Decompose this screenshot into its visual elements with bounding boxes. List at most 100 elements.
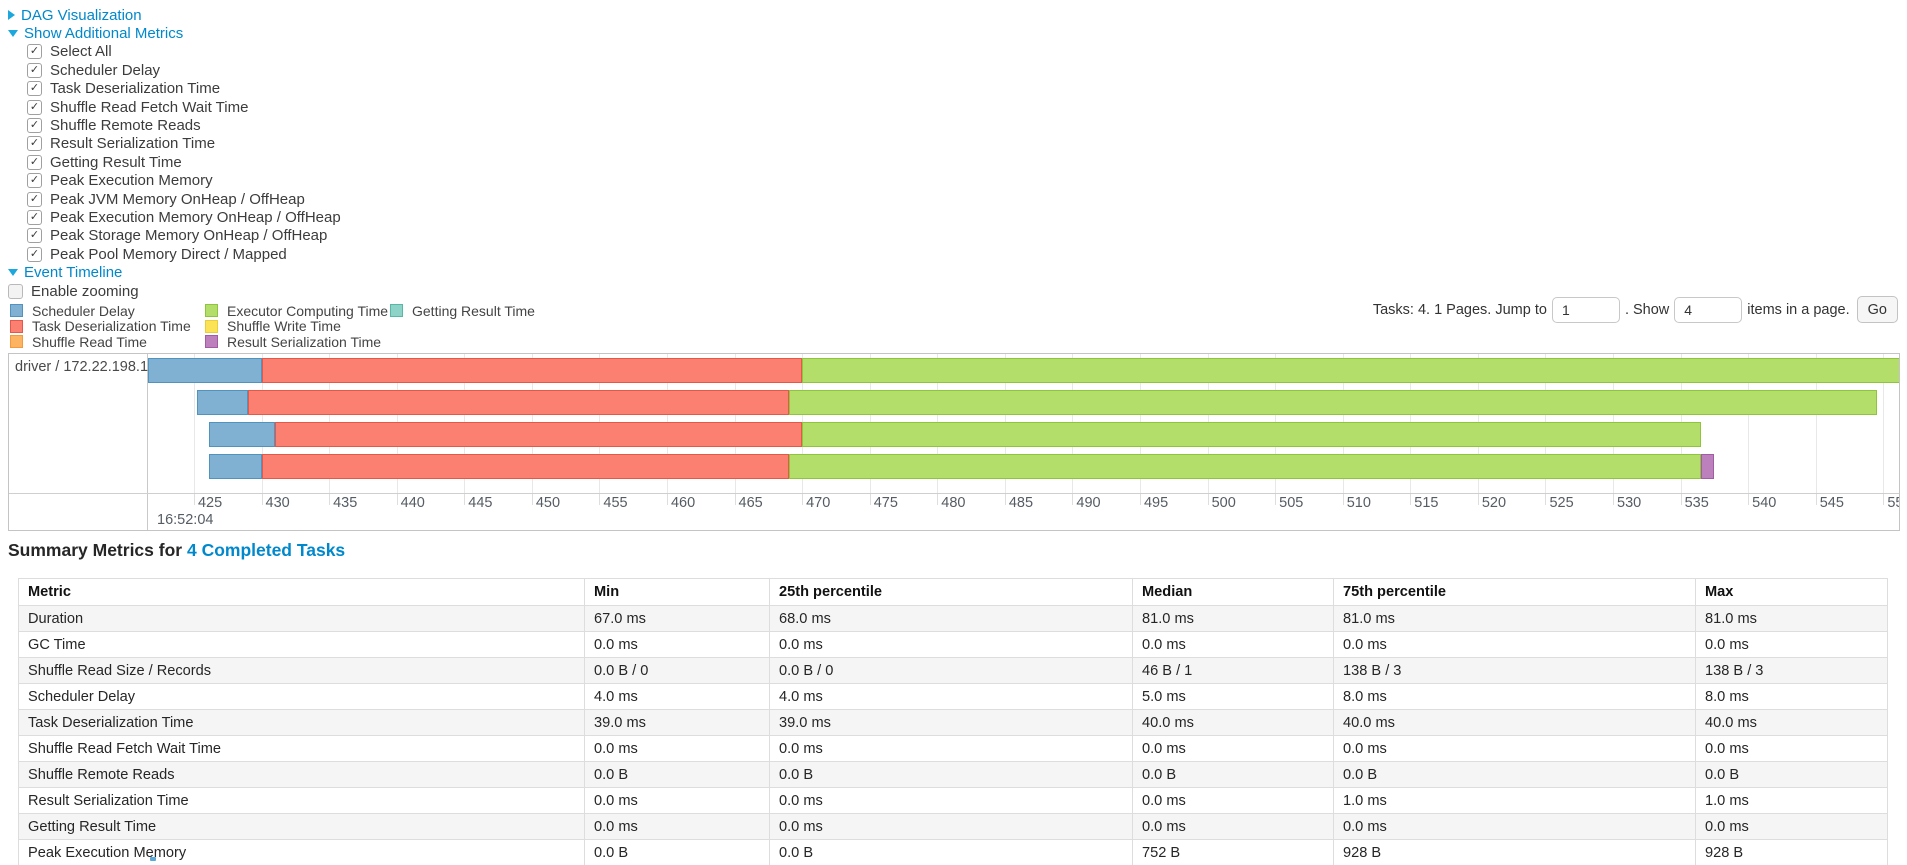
- metric-value-cell: 0.0 B / 0: [584, 657, 770, 684]
- checkbox-checked-icon[interactable]: ✓: [27, 228, 42, 244]
- jump-to-page-input[interactable]: [1551, 296, 1620, 323]
- metric-value-cell: 8.0 ms: [1695, 683, 1888, 710]
- executor-computing-bar[interactable]: [788, 390, 1877, 415]
- event-timeline-toggle[interactable]: Event Timeline: [8, 263, 341, 281]
- checkbox-checked-icon[interactable]: ✓: [27, 154, 42, 170]
- metric-value-cell: 46 B / 1: [1132, 657, 1334, 684]
- legend-item: Scheduler Delay: [10, 303, 205, 319]
- checkbox-checked-icon[interactable]: ✓: [27, 173, 42, 189]
- metric-checkbox-row[interactable]: ✓ Peak Execution Memory OnHeap / OffHeap: [8, 208, 341, 226]
- table-header-cell: 25th percentile: [769, 578, 1133, 606]
- axis-tick-label: 475: [873, 495, 898, 511]
- metric-checkbox-label: Peak Execution Memory OnHeap / OffHeap: [50, 208, 341, 226]
- metric-checkbox-label: Peak Execution Memory: [50, 172, 213, 190]
- show-additional-metrics-toggle[interactable]: Show Additional Metrics: [8, 24, 341, 42]
- metric-checkbox-row[interactable]: ✓ Peak Pool Memory Direct / Mapped: [8, 245, 341, 263]
- legend-label: Scheduler Delay: [32, 302, 135, 319]
- metric-value-cell: 40.0 ms: [1132, 709, 1334, 736]
- axis-tick: [869, 493, 871, 505]
- metric-checkbox-row[interactable]: ✓ Getting Result Time: [8, 153, 341, 171]
- scheduler-delay-bar[interactable]: [208, 422, 276, 447]
- axis-tick: [599, 493, 601, 505]
- table-row: Duration 67.0 ms 68.0 ms 81.0 ms 81.0 ms 81.0…: [18, 605, 1888, 632]
- axis-tick: [1613, 493, 1615, 505]
- metric-checkbox-row[interactable]: ✓ Peak Storage Memory OnHeap / OffHeap: [8, 227, 341, 245]
- metric-name-cell: Peak Execution Memory: [18, 839, 585, 865]
- task-timeline-row: [148, 454, 1899, 479]
- task-timeline-row: [148, 358, 1899, 383]
- table-row: Shuffle Read Fetch Wait Time 0.0 ms 0.0 ms…: [18, 735, 1888, 762]
- metric-checkbox-row[interactable]: ✓ Peak Execution Memory: [8, 172, 341, 190]
- metric-value-cell: 0.0 ms: [769, 813, 1133, 840]
- task-deserialization-bar[interactable]: [261, 358, 803, 383]
- scheduler-delay-bar[interactable]: [148, 358, 262, 383]
- task-deserialization-bar[interactable]: [275, 422, 803, 447]
- scheduler-delay-bar[interactable]: [208, 454, 262, 479]
- scheduler-delay-swatch-icon: [10, 304, 23, 318]
- axis-tick: [531, 493, 533, 505]
- getting-result-swatch-icon: [390, 304, 403, 318]
- checkbox-checked-icon[interactable]: ✓: [27, 136, 42, 152]
- metric-checkbox-label: Shuffle Read Fetch Wait Time: [50, 98, 249, 116]
- axis-gridline: [1883, 354, 1885, 493]
- checkbox-checked-icon[interactable]: ✓: [27, 191, 42, 207]
- executor-computing-bar[interactable]: [802, 422, 1701, 447]
- metric-checkbox-row[interactable]: ✓ Shuffle Remote Reads: [8, 116, 341, 134]
- items-per-page-input[interactable]: [1674, 296, 1743, 323]
- checkbox-checked-icon[interactable]: ✓: [27, 62, 42, 78]
- timeline-group-column: driver / 172.22.198.104: [9, 354, 164, 530]
- metric-checkbox-row[interactable]: ✓ Scheduler Delay: [8, 61, 341, 79]
- metric-checkbox-row[interactable]: ✓ Peak JVM Memory OnHeap / OffHeap: [8, 190, 341, 208]
- checkbox-checked-icon[interactable]: ✓: [27, 44, 42, 60]
- axis-tick-label: 470: [806, 495, 831, 511]
- metric-checkbox-label: Peak JVM Memory OnHeap / OffHeap: [50, 190, 305, 208]
- metric-checkbox-label: Scheduler Delay: [50, 61, 161, 79]
- metric-checkbox-row[interactable]: ✓ Result Serialization Time: [8, 135, 341, 153]
- go-button[interactable]: Go: [1856, 296, 1898, 323]
- metric-checkbox-row[interactable]: ✓ Select All: [8, 43, 341, 61]
- axis-tick-label: 545: [1819, 495, 1844, 511]
- metric-value-cell: 0.0 B: [584, 761, 770, 788]
- task-deserialization-bar[interactable]: [248, 390, 789, 415]
- axis-tick-label: 455: [603, 495, 628, 511]
- dag-visualization-link[interactable]: DAG Visualization: [21, 6, 142, 24]
- table-header-cell: Median: [1132, 578, 1334, 606]
- axis-tick-label: 480: [941, 495, 966, 511]
- checkbox-checked-icon[interactable]: ✓: [27, 246, 42, 262]
- enable-zooming-checkbox-row[interactable]: Enable zooming: [8, 282, 341, 300]
- stage-controls: DAG Visualization Show Additional Metric…: [8, 6, 341, 300]
- executor-computing-bar[interactable]: [802, 358, 1899, 383]
- legend-item: Executor Computing Time: [205, 303, 390, 319]
- metric-checkbox-row[interactable]: ✓ Shuffle Read Fetch Wait Time: [8, 98, 341, 116]
- result-serialization-bar[interactable]: [1700, 454, 1715, 479]
- executor-computing-bar[interactable]: [788, 454, 1701, 479]
- event-timeline-link[interactable]: Event Timeline: [24, 264, 123, 282]
- metric-name-cell: Task Deserialization Time: [18, 709, 585, 736]
- axis-tick: [1275, 493, 1277, 505]
- metric-checkbox-label: Select All: [50, 43, 112, 61]
- checkbox-checked-icon[interactable]: ✓: [27, 118, 42, 134]
- metric-value-cell: 0.0 ms: [1333, 735, 1696, 762]
- metric-value-cell: 5.0 ms: [1132, 683, 1334, 710]
- dag-visualization-toggle[interactable]: DAG Visualization: [8, 6, 341, 24]
- axis-tick-label: 500: [1211, 495, 1236, 511]
- checkbox-checked-icon[interactable]: ✓: [27, 81, 42, 97]
- task-deserialization-swatch-icon: [10, 319, 23, 333]
- checkbox-checked-icon[interactable]: ✓: [27, 99, 42, 115]
- metric-value-cell: 0.0 B: [769, 839, 1133, 865]
- metric-value-cell: 0.0 ms: [769, 787, 1133, 814]
- task-deserialization-bar[interactable]: [261, 454, 789, 479]
- table-header-cell: Max: [1695, 578, 1888, 606]
- metric-checkbox-row[interactable]: ✓ Task Deserialization Time: [8, 80, 341, 98]
- checkbox-unchecked-icon[interactable]: [8, 283, 23, 299]
- scheduler-delay-bar[interactable]: [196, 390, 248, 415]
- metric-value-cell: 0.0 ms: [1333, 631, 1696, 658]
- axis-tick: [1139, 493, 1141, 505]
- completed-tasks-link[interactable]: 4 Completed Tasks: [186, 540, 346, 560]
- show-additional-metrics-link[interactable]: Show Additional Metrics: [24, 25, 184, 43]
- checkbox-checked-icon[interactable]: ✓: [27, 209, 42, 225]
- metric-value-cell: 39.0 ms: [769, 709, 1133, 736]
- metric-value-cell: 39.0 ms: [584, 709, 770, 736]
- metric-value-cell: 0.0 B: [1132, 761, 1334, 788]
- metric-value-cell: 40.0 ms: [1333, 709, 1696, 736]
